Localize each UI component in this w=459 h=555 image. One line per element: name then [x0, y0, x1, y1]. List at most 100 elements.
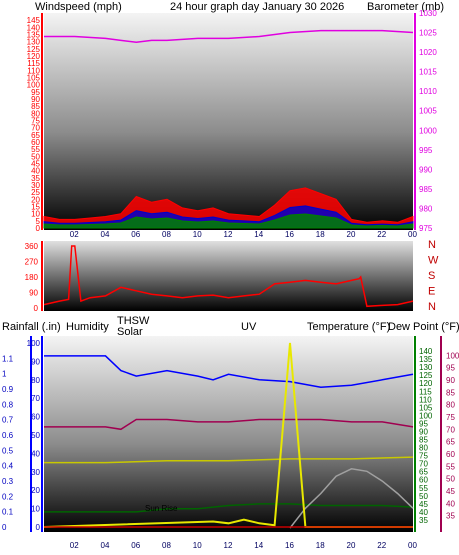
- y-tick-label: 1000: [419, 126, 437, 135]
- x-tick-label: 14: [254, 230, 263, 239]
- legend-dewpoint: Dew Point (°F): [388, 321, 459, 333]
- y-tick-label: 60: [31, 138, 40, 147]
- y-tick-label: 0: [36, 224, 41, 233]
- y-tick-label: 60: [31, 413, 40, 422]
- y-tick-label: 140: [27, 23, 41, 32]
- y-tick-label: 90: [31, 357, 40, 366]
- wind-band: [43, 213, 414, 229]
- y-tick-label: 20: [31, 195, 40, 204]
- compass-label: N: [428, 301, 436, 313]
- x-tick-label: 14: [254, 541, 263, 550]
- y-tick-label: 50: [446, 475, 455, 484]
- y-tick-label: 105: [419, 403, 433, 412]
- y-tick-label: 80: [31, 376, 40, 385]
- y-tick-label: 35: [419, 516, 428, 525]
- y-tick-label: 90: [29, 289, 38, 298]
- graph-title: 24 hour graph day January 30 2026: [170, 1, 344, 13]
- y-tick-label: 10: [31, 505, 40, 514]
- y-tick-label: 50: [419, 492, 428, 501]
- wind-axis-title: Windspeed (mph): [35, 1, 122, 13]
- y-tick-label: 95: [31, 88, 40, 97]
- y-tick-label: 995: [419, 146, 433, 155]
- x-tick-label: 08: [162, 541, 171, 550]
- y-tick-label: 100: [27, 339, 41, 348]
- y-tick-label: 100: [27, 81, 41, 90]
- y-tick-label: 135: [419, 355, 433, 364]
- y-tick-label: 115: [419, 387, 432, 396]
- y-tick-label: 85: [419, 436, 428, 445]
- y-tick-label: 90: [446, 376, 455, 385]
- direction-line: [43, 245, 414, 308]
- y-tick-label: 270: [25, 258, 39, 267]
- compass-label: E: [428, 286, 435, 298]
- wind-series-layer: [43, 29, 414, 229]
- y-tick-label: 35: [31, 174, 40, 183]
- compass-label: N: [428, 239, 436, 251]
- y-tick-label: 110: [27, 66, 40, 75]
- y-tick-label: 40: [31, 449, 40, 458]
- y-tick-label: 45: [31, 160, 40, 169]
- y-tick-label: 100: [446, 351, 459, 360]
- x-tick-label: 12: [224, 230, 233, 239]
- y-tick-label: 70: [31, 394, 40, 403]
- wind-x-ticks: 02 04 06 08 10 12 14 16 18 20 22 00: [70, 230, 418, 239]
- x-tick-label: 22: [377, 541, 386, 550]
- x-tick-label: 22: [377, 230, 386, 239]
- y-tick-label: 60: [446, 450, 455, 459]
- y-tick-label: 0.5: [2, 446, 14, 455]
- direction-left-axis: 0 90 180 270 360: [25, 241, 43, 313]
- wind-left-axis: 0510152025303540455055606570758085909510…: [27, 13, 43, 233]
- series-humidity: [44, 355, 414, 388]
- y-tick-label: 100: [419, 411, 433, 420]
- y-tick-label: 70: [31, 124, 40, 133]
- y-tick-label: 40: [446, 499, 455, 508]
- y-tick-label: 90: [31, 95, 40, 104]
- legend-temperature: Temperature (°F): [307, 321, 390, 333]
- y-tick-label: 1025: [419, 29, 437, 38]
- y-tick-label: 65: [419, 468, 428, 477]
- series-thsw: [289, 468, 414, 529]
- x-tick-label: 18: [316, 230, 325, 239]
- y-tick-label: 40: [31, 167, 40, 176]
- y-tick-label: 0.8: [2, 400, 14, 409]
- y-tick-label: 0: [34, 304, 39, 313]
- y-tick-label: 1010: [419, 87, 437, 96]
- series-solar: [44, 456, 414, 464]
- y-tick-label: 1030: [419, 9, 437, 18]
- y-tick-label: 0.6: [2, 431, 14, 440]
- sunrise-annotation: Sun Rise: [145, 504, 178, 513]
- legend-uv: UV: [241, 321, 257, 333]
- y-tick-label: 75: [446, 413, 455, 422]
- y-tick-label: 50: [31, 152, 40, 161]
- y-tick-label: 35: [446, 512, 455, 521]
- y-tick-label: 15: [31, 203, 40, 212]
- x-tick-label: 02: [70, 230, 79, 239]
- wind-plot-area: [44, 13, 413, 230]
- x-tick-label: 02: [70, 541, 79, 550]
- y-tick-label: 125: [27, 45, 41, 54]
- weather-plot-area: [44, 336, 413, 532]
- y-tick-label: 990: [419, 165, 433, 174]
- y-tick-label: 0.3: [2, 477, 14, 486]
- y-tick-label: 140: [419, 347, 433, 356]
- y-tick-label: 85: [31, 102, 40, 111]
- y-tick-label: 80: [31, 109, 40, 118]
- y-tick-label: 25: [31, 188, 40, 197]
- rainfall-axis: 0 0.1 0.2 0.3 0.4 0.5 0.6 0.7 0.8 0.9 1 1.1: [2, 336, 32, 532]
- y-tick-label: 95: [419, 419, 428, 428]
- x-tick-label: 06: [131, 541, 140, 550]
- x-tick-label: 16: [285, 541, 294, 550]
- y-tick-label: 1020: [419, 48, 437, 57]
- y-tick-label: 45: [446, 487, 455, 496]
- y-tick-label: 85: [446, 388, 455, 397]
- compass-label: W: [428, 255, 439, 267]
- y-tick-label: 75: [31, 117, 40, 126]
- direction-plot-area: [44, 241, 413, 311]
- y-tick-label: 0.9: [2, 385, 14, 394]
- dewpoint-axis: 35 40 45 50 55 60 65 70 75 80 85 90 95 100: [440, 336, 459, 532]
- y-tick-label: 1: [2, 370, 7, 379]
- x-tick-label: 12: [224, 541, 233, 550]
